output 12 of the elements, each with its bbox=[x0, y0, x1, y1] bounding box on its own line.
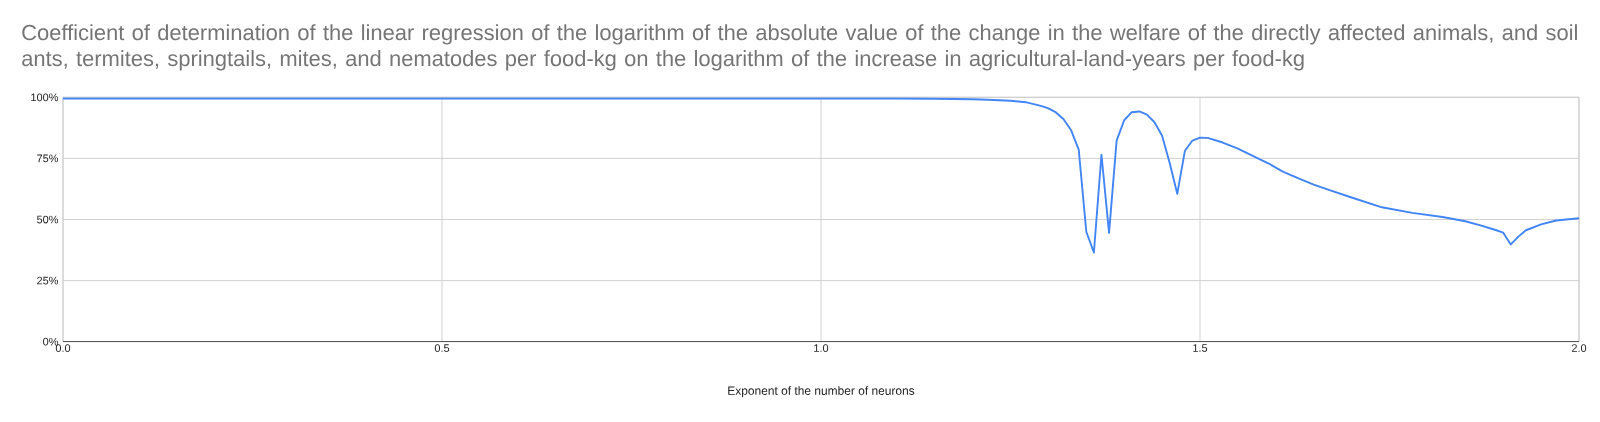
y-tick-label: 100% bbox=[31, 93, 59, 102]
chart-title: Coefficient of determination of the linear regression of the logarithm of the absolute value of the change in the welfare of the directly affected animals, and soil ants, termites, springtails, mites, and nematodes per food-kg on the logarithm of the increase in agricultural-land-years per food-kg bbox=[22, 24, 1577, 71]
y-tick-label: 50% bbox=[36, 215, 59, 224]
x-tick-label: 1.0 bbox=[814, 344, 829, 352]
y-tick-label: 25% bbox=[37, 276, 59, 285]
x-tick-label: 0.5 bbox=[434, 344, 450, 352]
x-tick-label: 1.5 bbox=[1193, 344, 1208, 352]
y-tick-label: 0% bbox=[43, 337, 59, 346]
x-axis-title: Exponent of the number of neurons bbox=[728, 386, 915, 398]
x-tick-label: 2.0 bbox=[1571, 344, 1587, 352]
y-tick-label: 75% bbox=[37, 154, 59, 163]
x-tick-label: 0.0 bbox=[55, 344, 71, 352]
